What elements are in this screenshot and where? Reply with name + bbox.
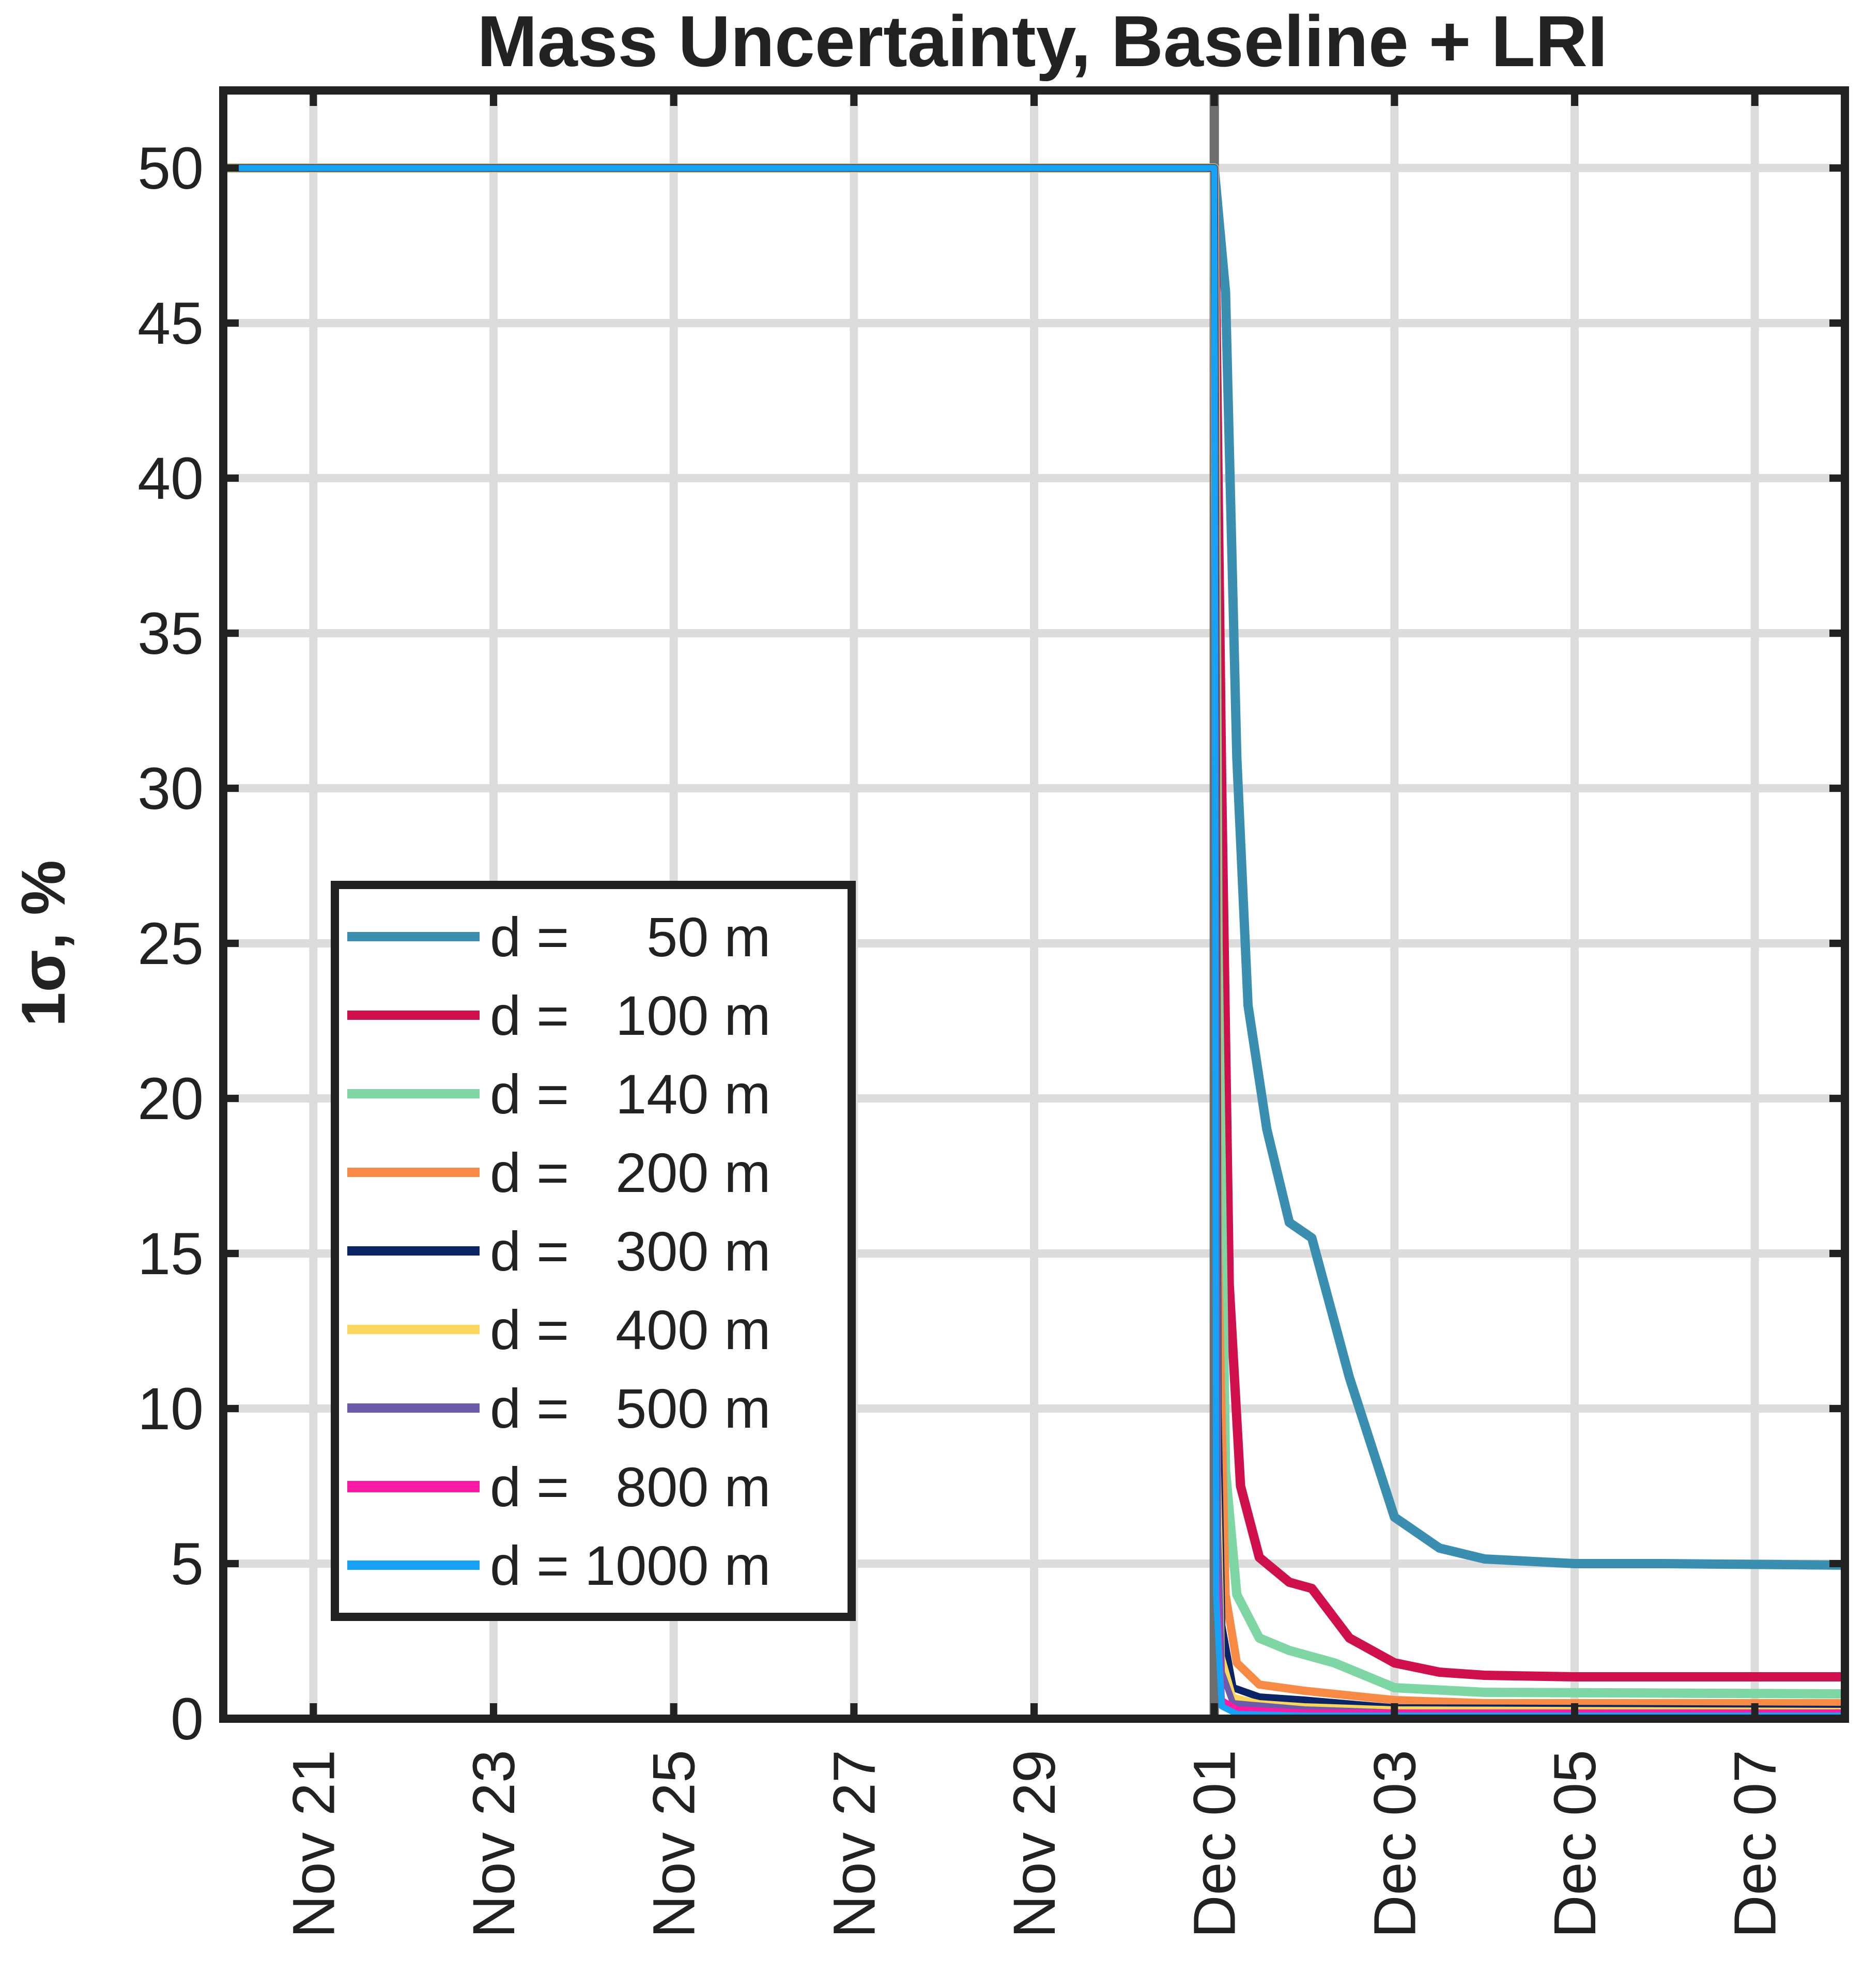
legend-label: d = 400 m	[490, 1298, 771, 1361]
legend-label: d = 300 m	[490, 1220, 771, 1282]
x-tick-label: Dec 03	[1362, 1750, 1428, 1938]
legend-label: d = 1000 m	[490, 1534, 771, 1597]
series-line	[223, 163, 1845, 1681]
x-tick-label: Nov 23	[461, 1750, 527, 1938]
y-tick-label: 35	[137, 601, 204, 667]
y-tick-label: 40	[137, 446, 204, 512]
x-tick-label: Nov 21	[281, 1750, 347, 1938]
y-axis-label: 1σ, %	[9, 860, 78, 1027]
legend-label: d = 100 m	[490, 984, 771, 1047]
y-tick-label: 45	[137, 290, 204, 357]
x-tick-label: Dec 07	[1722, 1750, 1789, 1938]
x-tick-label: Dec 01	[1182, 1750, 1248, 1938]
x-tick-label: Nov 27	[821, 1750, 887, 1938]
chart-title: Mass Uncertainty, Baseline + LRI	[477, 1, 1608, 82]
y-tick-label: 20	[137, 1066, 204, 1132]
y-tick-label: 25	[137, 911, 204, 977]
legend-label: d = 140 m	[490, 1063, 771, 1125]
y-tick-label: 15	[137, 1221, 204, 1287]
y-tick-label: 50	[137, 135, 204, 202]
series-line	[223, 163, 1845, 1570]
y-tick-label: 5	[171, 1531, 204, 1597]
legend: d = 50 m d = 100 m d = 140 m d = 200 m d = 3…	[331, 881, 856, 1621]
legend-label: d = 200 m	[490, 1141, 771, 1204]
y-tick-label: 10	[137, 1376, 204, 1442]
legend-label: d = 800 m	[490, 1456, 771, 1518]
legend-label: d = 500 m	[490, 1377, 771, 1440]
y-tick-label: 30	[137, 756, 204, 822]
x-tick-label: Dec 05	[1542, 1750, 1608, 1938]
x-tick-label: Nov 29	[1002, 1750, 1068, 1938]
legend-label: d = 50 m	[490, 906, 771, 968]
y-tick-label: 0	[171, 1686, 204, 1752]
x-tick-label: Nov 25	[641, 1750, 707, 1938]
